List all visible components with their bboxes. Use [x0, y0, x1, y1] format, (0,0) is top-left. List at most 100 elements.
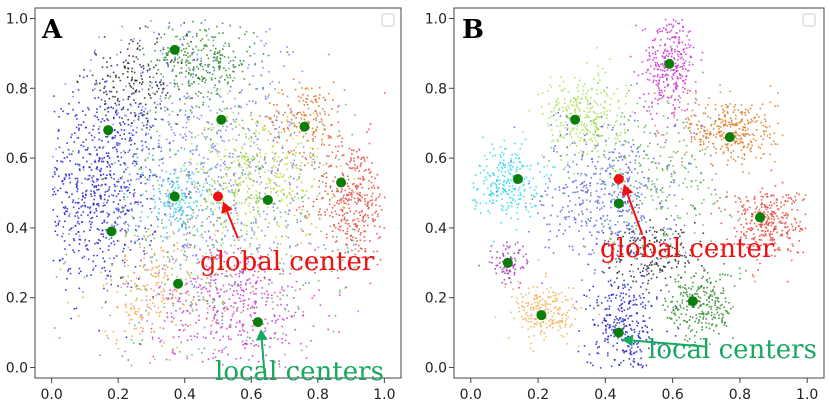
- scatter-point: [337, 277, 339, 279]
- scatter-point: [235, 126, 237, 128]
- scatter-point: [669, 45, 672, 48]
- scatter-point: [109, 270, 111, 272]
- scatter-point: [660, 97, 663, 100]
- scatter-point: [116, 113, 118, 116]
- scatter-point: [67, 270, 69, 272]
- scatter-point: [570, 112, 573, 115]
- scatter-point: [375, 204, 377, 206]
- scatter-point: [773, 160, 776, 163]
- scatter-point: [63, 262, 65, 265]
- scatter-point: [143, 253, 146, 255]
- scatter-point: [321, 138, 323, 141]
- scatter-point: [616, 100, 619, 103]
- scatter-point: [196, 332, 199, 335]
- scatter-point: [345, 212, 348, 214]
- scatter-point: [354, 163, 356, 166]
- scatter-point: [140, 128, 143, 130]
- scatter-point: [124, 258, 126, 260]
- scatter-point: [240, 221, 243, 224]
- scatter-point: [206, 71, 209, 74]
- scatter-point: [244, 299, 246, 302]
- scatter-point: [161, 52, 164, 55]
- scatter-point: [281, 198, 283, 201]
- scatter-point: [306, 87, 308, 89]
- scatter-point: [223, 347, 225, 350]
- scatter-point: [296, 179, 298, 182]
- scatter-point: [288, 53, 290, 56]
- scatter-point: [217, 230, 219, 232]
- scatter-point: [346, 237, 348, 239]
- scatter-point: [133, 38, 135, 40]
- scatter-point: [176, 248, 179, 250]
- scatter-point: [167, 278, 169, 281]
- scatter-point: [105, 152, 108, 154]
- scatter-point: [213, 69, 216, 72]
- scatter-point: [559, 130, 561, 133]
- scatter-point: [72, 150, 74, 152]
- scatter-point: [159, 285, 161, 288]
- scatter-point: [741, 157, 743, 159]
- scatter-point: [694, 81, 697, 83]
- scatter-point: [127, 151, 129, 153]
- scatter-point: [209, 305, 211, 307]
- scatter-point: [327, 135, 330, 137]
- scatter-point: [128, 186, 130, 189]
- scatter-point: [59, 268, 62, 271]
- scatter-point: [58, 129, 60, 131]
- scatter-point: [158, 187, 160, 190]
- scatter-point: [160, 249, 163, 252]
- scatter-point: [117, 160, 120, 162]
- scatter-point: [254, 102, 257, 105]
- scatter-point: [185, 135, 188, 138]
- scatter-point: [209, 151, 212, 153]
- scatter-point: [198, 118, 201, 120]
- scatter-point: [685, 47, 688, 49]
- scatter-point: [95, 185, 98, 187]
- scatter-point: [324, 113, 326, 116]
- scatter-point: [586, 116, 588, 119]
- x-tick-label: 0.2: [107, 387, 129, 403]
- scatter-point: [224, 148, 227, 151]
- scatter-point: [158, 265, 160, 267]
- scatter-point: [657, 85, 659, 87]
- scatter-point: [278, 360, 280, 362]
- scatter-point: [163, 306, 166, 309]
- scatter-point: [94, 160, 96, 163]
- scatter-point: [672, 90, 675, 93]
- scatter-point: [309, 233, 312, 236]
- scatter-point: [204, 252, 207, 254]
- scatter-point: [166, 275, 169, 277]
- scatter-point: [250, 315, 253, 318]
- scatter-point: [210, 193, 213, 196]
- scatter-point: [184, 243, 186, 246]
- scatter-point: [139, 343, 141, 345]
- scatter-point: [239, 236, 241, 238]
- scatter-point: [96, 166, 98, 169]
- scatter-point: [217, 162, 219, 165]
- scatter-point: [144, 269, 146, 271]
- scatter-point: [216, 311, 218, 314]
- scatter-point: [663, 49, 666, 52]
- scatter-point: [675, 152, 677, 154]
- scatter-point: [234, 97, 236, 100]
- scatter-point: [601, 67, 604, 70]
- scatter-point: [219, 54, 222, 56]
- scatter-point: [124, 231, 127, 234]
- scatter-point: [129, 202, 132, 205]
- scatter-point: [328, 144, 331, 146]
- scatter-point: [273, 104, 275, 106]
- scatter-point: [676, 66, 679, 69]
- scatter-point: [125, 280, 128, 283]
- scatter-point: [188, 119, 190, 121]
- scatter-point: [239, 247, 242, 249]
- scatter-point: [109, 173, 111, 175]
- scatter-point: [196, 186, 198, 188]
- scatter-point: [342, 206, 344, 208]
- scatter-point: [246, 197, 249, 199]
- x-tick-label: 0.4: [174, 387, 196, 403]
- scatter-point: [66, 142, 68, 144]
- scatter-point: [559, 124, 562, 127]
- scatter-point: [170, 128, 173, 131]
- scatter-point: [230, 305, 232, 307]
- scatter-point: [181, 225, 183, 227]
